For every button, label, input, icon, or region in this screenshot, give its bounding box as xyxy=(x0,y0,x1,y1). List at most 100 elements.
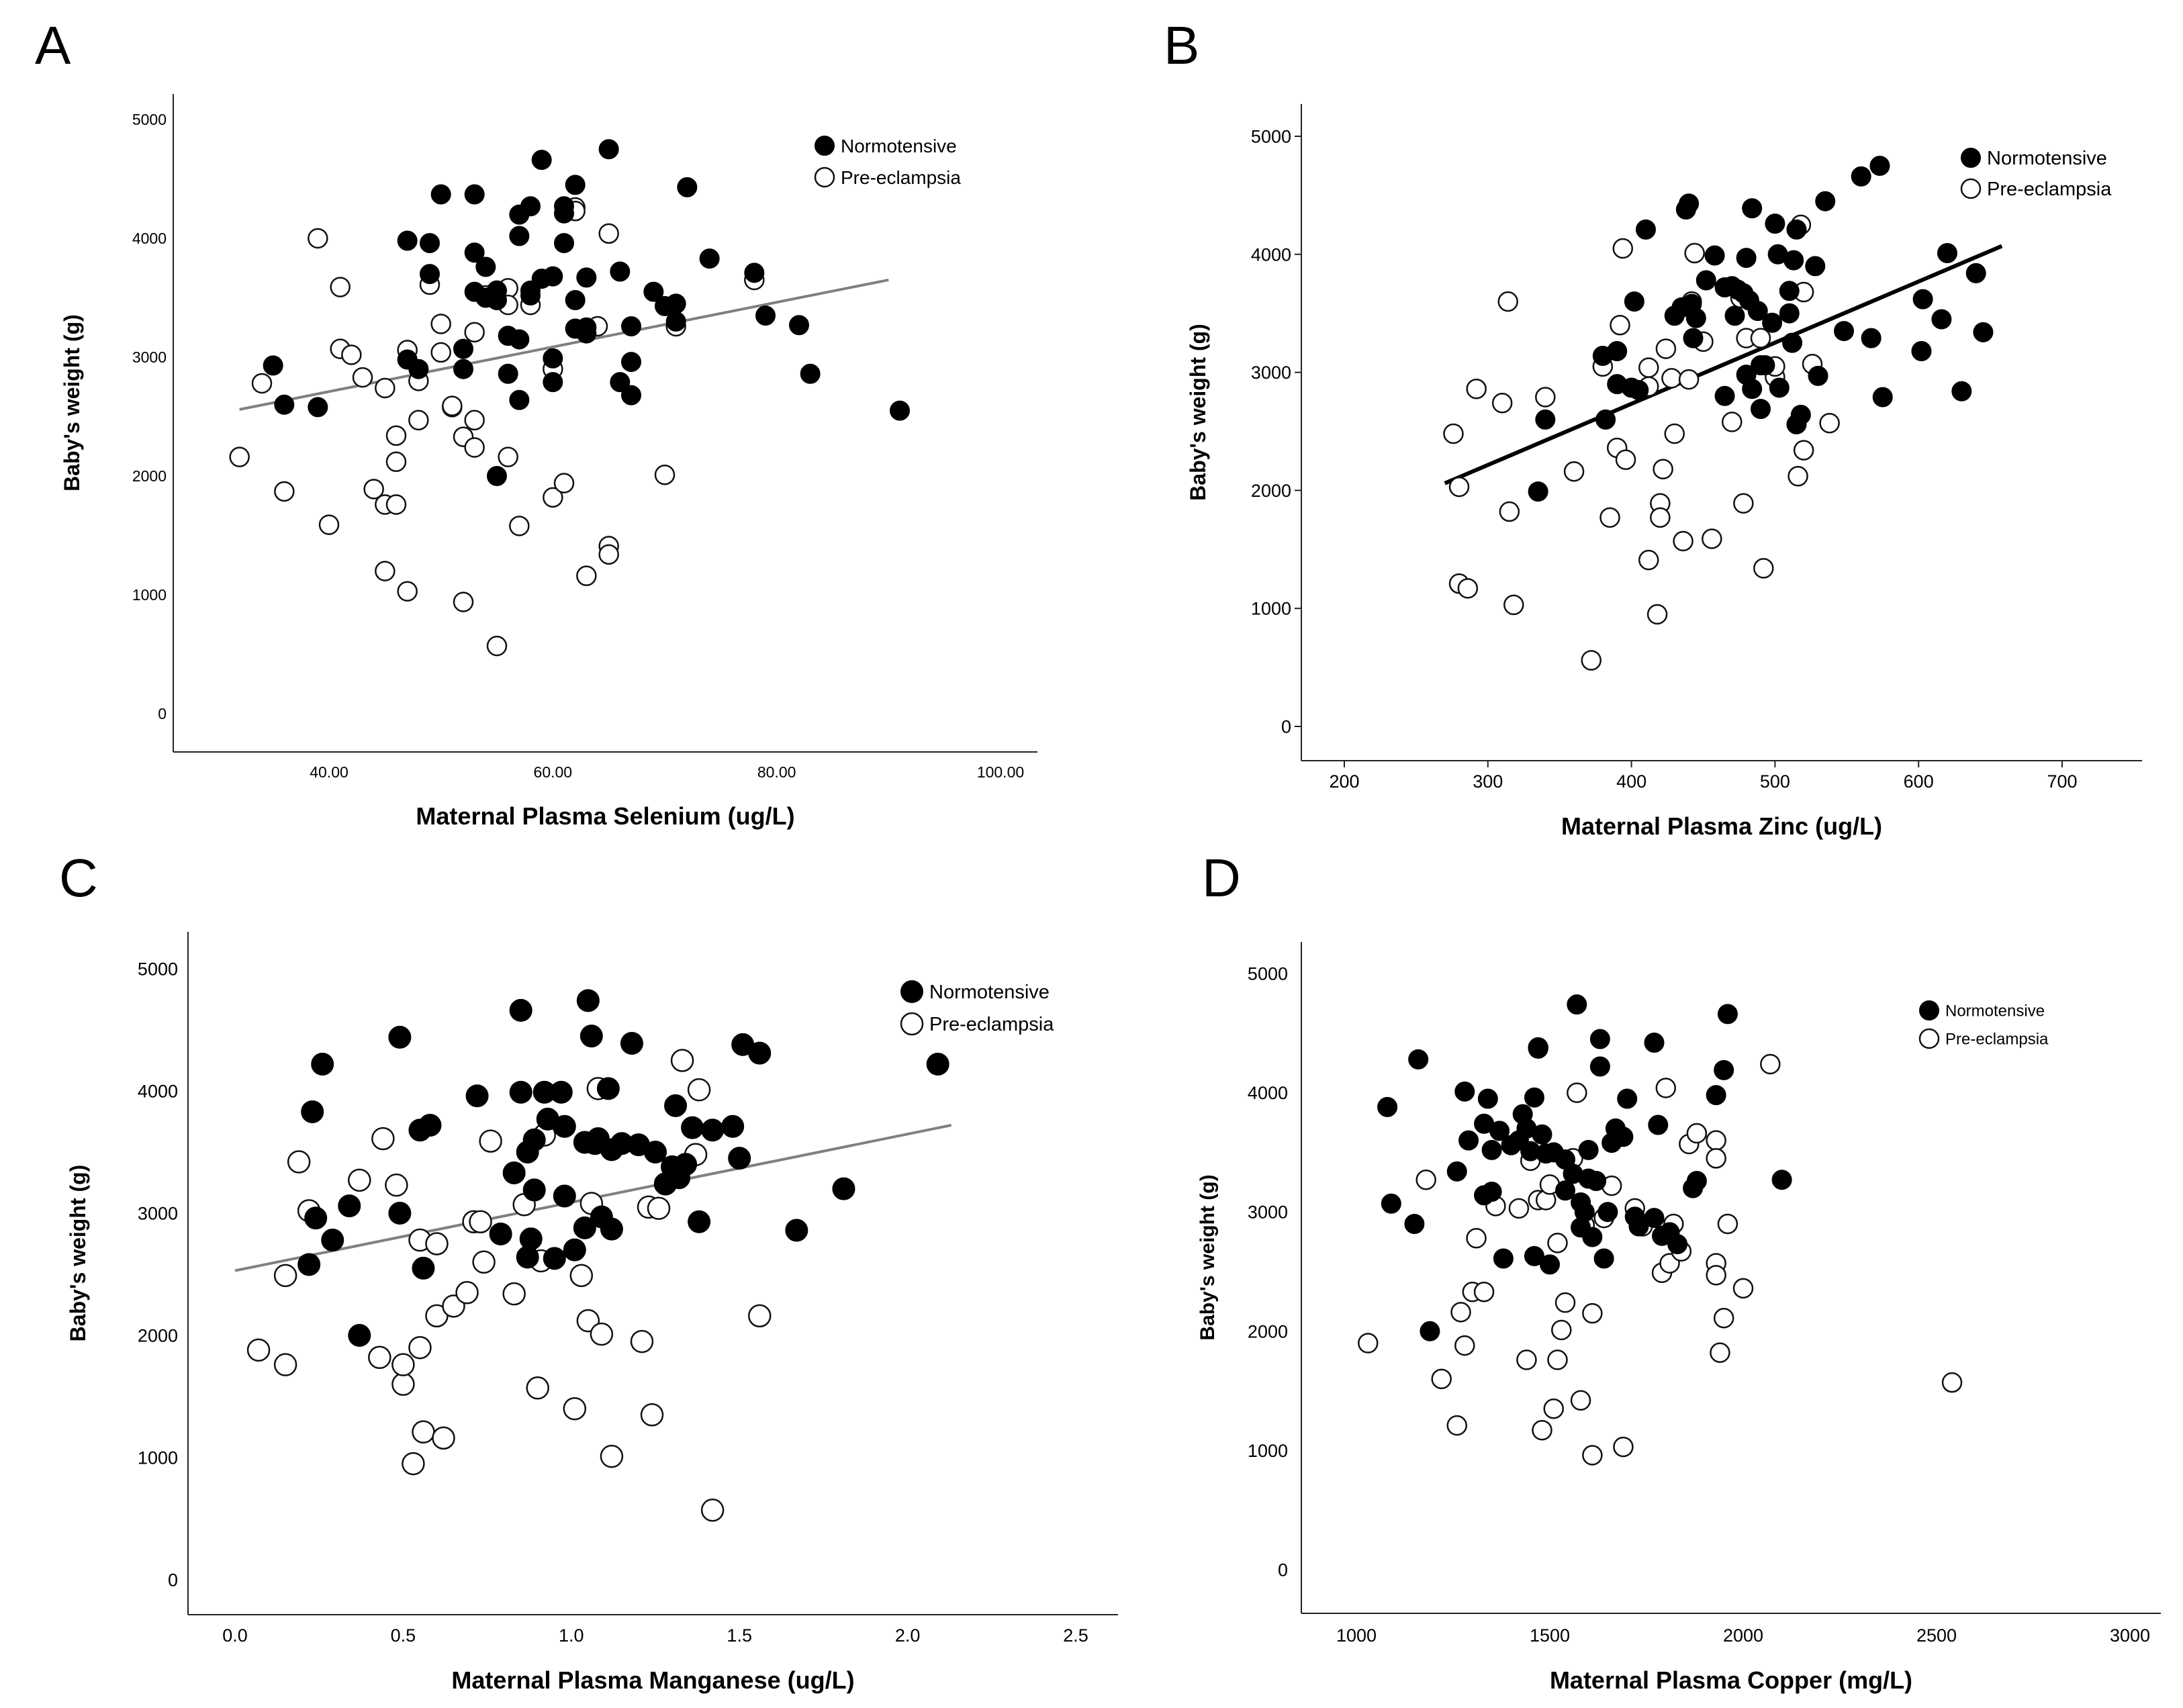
normotensive-point xyxy=(1714,385,1735,406)
normotensive-point xyxy=(1644,1033,1665,1053)
preeclampsia-point xyxy=(543,487,563,508)
normotensive-point xyxy=(579,1025,603,1048)
y-tick-label: 2000 xyxy=(1251,481,1291,501)
preeclampsia-point xyxy=(1582,1445,1603,1466)
legend-marker-normotensive xyxy=(815,136,835,156)
preeclampsia-point xyxy=(385,451,407,473)
preeclampsia-point xyxy=(1650,507,1671,528)
y-tick-label: 5000 xyxy=(1251,126,1291,146)
preeclampsia-point xyxy=(330,277,351,297)
normotensive-point xyxy=(1454,1081,1475,1102)
preeclampsia-point xyxy=(464,410,485,431)
normotensive-point xyxy=(1931,309,1952,330)
normotensive-point xyxy=(465,1084,489,1108)
x-tick-label: 0.5 xyxy=(391,1625,416,1646)
normotensive-point xyxy=(1683,328,1704,348)
preeclampsia-point xyxy=(598,223,619,244)
preeclampsia-point xyxy=(432,1426,455,1450)
preeclampsia-point xyxy=(1722,412,1743,432)
preeclampsia-point xyxy=(654,464,676,485)
normotensive-point xyxy=(610,372,631,393)
normotensive-point xyxy=(1593,1248,1614,1269)
normotensive-point xyxy=(699,248,720,269)
preeclampsia-point xyxy=(1358,1333,1379,1354)
preeclampsia-point xyxy=(1706,1130,1726,1151)
normotensive-point xyxy=(1555,1180,1576,1201)
normotensive-point xyxy=(549,1080,573,1104)
preeclampsia-point xyxy=(1547,1233,1568,1253)
y-axis-title-a: Baby's weight (g) xyxy=(60,314,84,491)
normotensive-point xyxy=(1628,379,1649,400)
normotensive-point xyxy=(1861,328,1882,348)
normotensive-point xyxy=(397,230,418,251)
normotensive-point xyxy=(464,184,485,205)
y-tick-label: 1000 xyxy=(1248,1441,1288,1461)
regression-line-a xyxy=(239,278,889,411)
normotensive-point xyxy=(509,329,530,350)
normotensive-point xyxy=(412,1256,435,1280)
y-tick-label: 0 xyxy=(168,1570,178,1590)
preeclampsia-point xyxy=(397,581,418,602)
normotensive-point xyxy=(1586,1171,1607,1192)
y-tick-label: 0 xyxy=(158,705,167,722)
y-tick-label: 3000 xyxy=(1248,1202,1288,1223)
normotensive-point xyxy=(1765,214,1785,234)
normotensive-point xyxy=(1912,289,1933,310)
normotensive-point xyxy=(1644,1208,1665,1229)
legend-label-preeclampsia: Pre-eclampsia xyxy=(1987,179,2112,200)
preeclampsia-point xyxy=(1532,1419,1552,1441)
preeclampsia-point xyxy=(1466,1228,1487,1249)
normotensive-point xyxy=(1489,1121,1510,1141)
preeclampsia-point xyxy=(318,514,340,535)
preeclampsia-point xyxy=(1655,338,1677,359)
normotensive-point xyxy=(681,1116,704,1139)
normotensive-point xyxy=(621,316,641,336)
x-tick-label: 200 xyxy=(1329,771,1359,792)
normotensive-point xyxy=(1524,1087,1544,1108)
y-tick-label: 1000 xyxy=(1251,599,1291,619)
x-tick-label: 300 xyxy=(1473,771,1503,792)
preeclampsia-point xyxy=(425,1232,449,1255)
normotensive-point xyxy=(388,1025,412,1049)
normotensive-point xyxy=(1404,1213,1425,1234)
preeclampsia-point xyxy=(1819,412,1840,434)
normotensive-point xyxy=(1724,305,1745,326)
preeclampsia-point xyxy=(363,479,384,500)
normotensive-point xyxy=(1408,1049,1429,1070)
normotensive-point xyxy=(600,1217,623,1241)
normotensive-point xyxy=(420,233,440,254)
preeclampsia-point xyxy=(1787,466,1808,487)
preeclampsia-point xyxy=(1638,549,1659,571)
preeclampsia-point xyxy=(1678,369,1700,390)
normotensive-point xyxy=(665,293,686,314)
preeclampsia-point xyxy=(1448,476,1470,497)
preeclampsia-point xyxy=(341,344,362,365)
normotensive-point xyxy=(304,1206,328,1230)
preeclampsia-point xyxy=(1733,493,1754,514)
normotensive-point xyxy=(665,311,686,332)
y-tick-label: 5000 xyxy=(132,111,167,128)
legend-marker-preeclampsia xyxy=(814,167,835,188)
normotensive-point xyxy=(1685,307,1706,328)
preeclampsia-point xyxy=(464,322,485,343)
preeclampsia-point xyxy=(563,1396,587,1421)
x-tick-label: 80.00 xyxy=(757,763,796,781)
normotensive-point xyxy=(1628,1216,1649,1237)
y-tick-label: 4000 xyxy=(1251,244,1291,265)
normotensive-point xyxy=(388,1202,412,1225)
normotensive-point xyxy=(519,1227,543,1251)
normotensive-point xyxy=(926,1052,949,1076)
normotensive-point xyxy=(475,256,496,277)
preeclampsia-point xyxy=(1570,1390,1591,1411)
x-axis-title-a: Maternal Plasma Selenium (ug/L) xyxy=(416,802,794,830)
preeclampsia-point xyxy=(1491,393,1513,414)
preeclampsia-point xyxy=(1664,423,1685,444)
preeclampsia-point xyxy=(442,395,463,416)
normotensive-point xyxy=(522,1178,546,1202)
preeclampsia-point xyxy=(1599,507,1620,528)
normotensive-point xyxy=(664,1094,688,1117)
normotensive-point xyxy=(1783,250,1804,271)
normotensive-point xyxy=(1535,409,1556,430)
normotensive-point xyxy=(620,1032,643,1055)
preeclampsia-point xyxy=(1473,1281,1495,1302)
